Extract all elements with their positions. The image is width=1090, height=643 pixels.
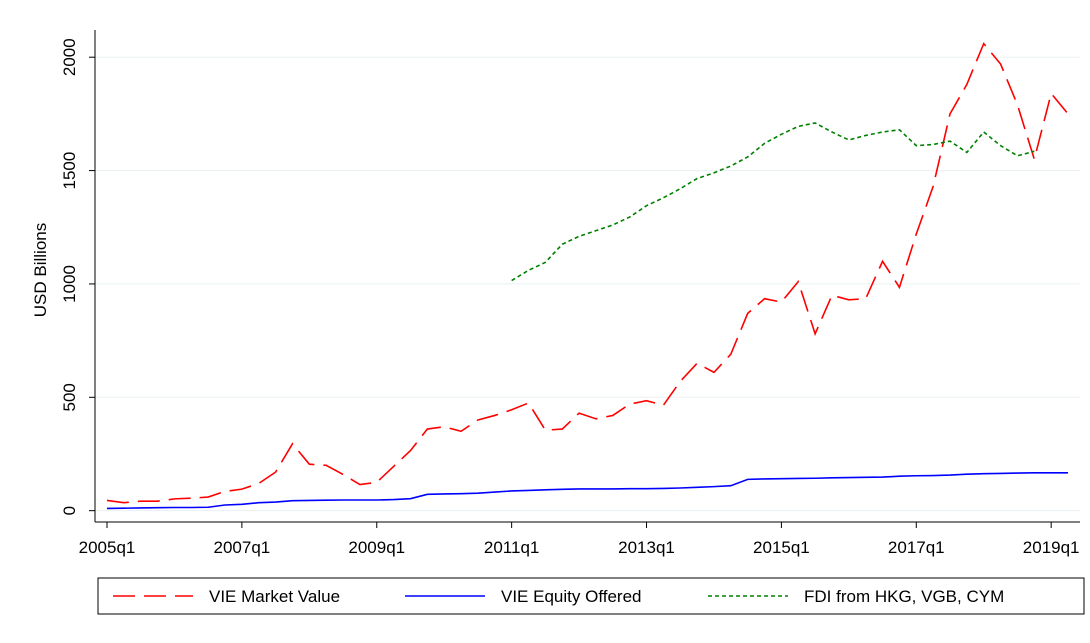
y-tick-label: 1500	[60, 152, 79, 190]
legend-box	[97, 577, 1085, 615]
y-axis-label: USD Billions	[31, 223, 50, 317]
x-tick-label: 2017q1	[888, 538, 945, 557]
x-tick-label: 2019q1	[1023, 538, 1080, 557]
series-line	[106, 472, 1069, 510]
y-tick-label: 0	[60, 506, 79, 515]
x-tick-label: 2013q1	[618, 538, 675, 557]
x-tick-label: 2015q1	[753, 538, 810, 557]
y-tick-label: 2000	[60, 38, 79, 76]
x-tick-label: 2005q1	[79, 538, 136, 557]
legend-label: VIE Equity Offered	[501, 587, 641, 606]
x-tick-label: 2011q1	[484, 538, 539, 557]
legend-label: VIE Market Value	[209, 587, 340, 606]
x-tick-label: 2009q1	[348, 538, 405, 557]
y-tick-label: 1000	[60, 265, 79, 303]
x-tick-label: 2007q1	[214, 538, 271, 557]
y-tick-label: 500	[60, 383, 79, 411]
series-line	[106, 42, 1069, 504]
legend-label: FDI from HKG, VGB, CYM	[804, 587, 1004, 606]
